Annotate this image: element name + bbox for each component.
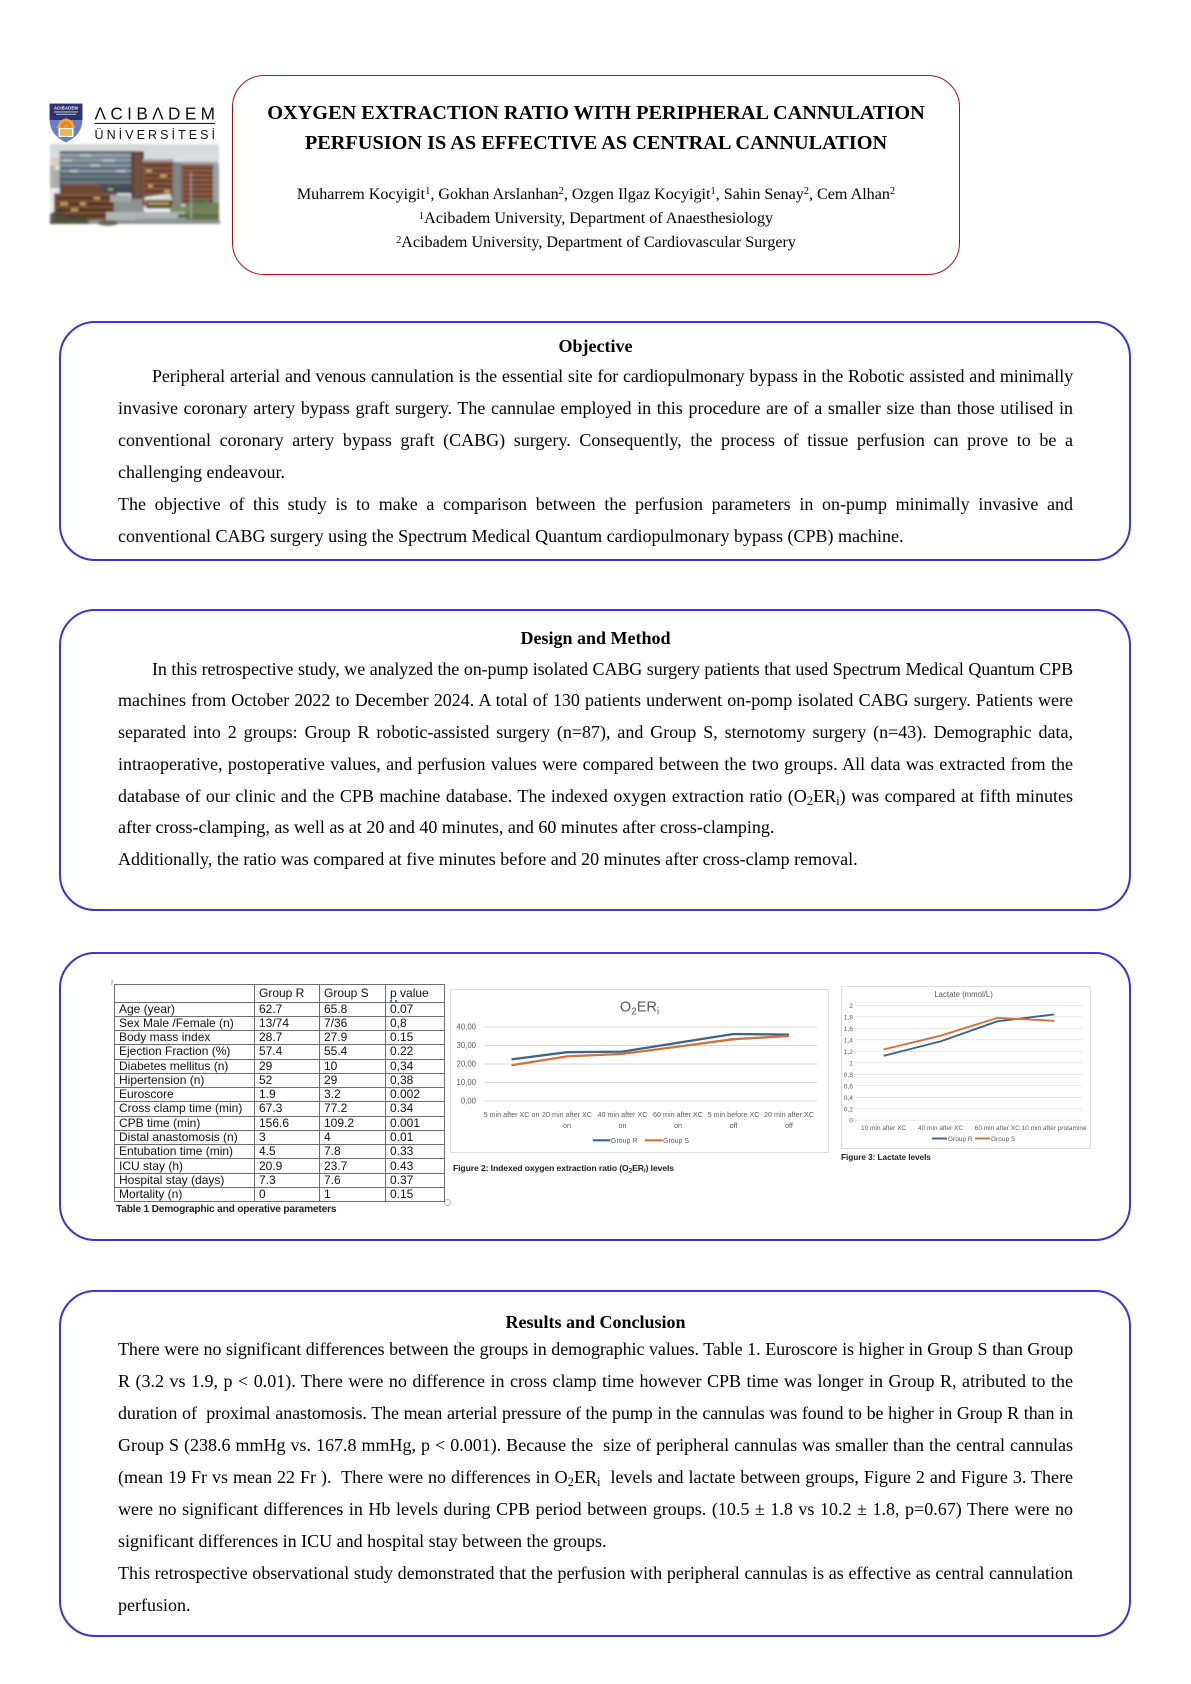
svg-text:ÜNİVERSİTESİ: ÜNİVERSİTESİ xyxy=(95,128,216,142)
svg-text:10 min after protamine: 10 min after protamine xyxy=(1022,1125,1087,1132)
svg-text:1: 1 xyxy=(849,1060,853,1067)
svg-text:0,8: 0,8 xyxy=(844,1072,854,1079)
svg-text:0,00: 0,00 xyxy=(461,1097,477,1106)
svg-text:ΛCIBΛDEM: ΛCIBΛDEM xyxy=(95,104,216,124)
svg-text:off: off xyxy=(730,1121,738,1130)
svg-text:on: on xyxy=(674,1121,682,1130)
svg-text:0: 0 xyxy=(849,1118,853,1125)
svg-text:5 min before XC: 5 min before XC xyxy=(708,1110,760,1119)
svg-text:1,8: 1,8 xyxy=(844,1014,854,1021)
svg-text:1,2: 1,2 xyxy=(844,1049,854,1056)
svg-text:30,00: 30,00 xyxy=(456,1041,476,1050)
svg-text:Group R: Group R xyxy=(948,1136,973,1143)
svg-text:off: off xyxy=(785,1121,793,1130)
svg-text:Group S: Group S xyxy=(663,1138,689,1145)
svg-text:10,00: 10,00 xyxy=(456,1078,476,1087)
svg-text:20 min after XC: 20 min after XC xyxy=(542,1110,592,1119)
svg-text:0,4: 0,4 xyxy=(844,1095,854,1102)
svg-text:60 min after XC: 60 min after XC xyxy=(975,1125,1020,1132)
svg-text:Group S: Group S xyxy=(991,1136,1016,1143)
svg-text:1,4: 1,4 xyxy=(844,1037,854,1044)
svg-text:1,6: 1,6 xyxy=(844,1026,854,1033)
svg-text:0,6: 0,6 xyxy=(844,1083,854,1090)
svg-text:20 min after XC: 20 min after XC xyxy=(764,1110,814,1119)
svg-text:on: on xyxy=(619,1121,627,1130)
svg-text:0,2: 0,2 xyxy=(844,1106,854,1113)
svg-text:40 min after XC: 40 min after XC xyxy=(598,1110,648,1119)
svg-text:10 min after XC: 10 min after XC xyxy=(861,1125,906,1132)
svg-text:60 min after XC: 60 min after XC xyxy=(653,1110,703,1119)
svg-text:5 min after XC on: 5 min after XC on xyxy=(484,1110,540,1119)
svg-text:40 min after XC: 40 min after XC xyxy=(918,1125,963,1132)
svg-text:20,00: 20,00 xyxy=(456,1060,476,1069)
svg-text:Group R: Group R xyxy=(611,1138,637,1145)
svg-text:Lactate (mmol/L): Lactate (mmol/L) xyxy=(934,990,993,999)
svg-text:O2ERi: O2ERi xyxy=(620,1000,659,1018)
svg-text:40,00: 40,00 xyxy=(456,1023,476,1032)
svg-text:ACIBADEM: ACIBADEM xyxy=(54,106,78,111)
svg-text:2: 2 xyxy=(849,1003,853,1010)
svg-text:on: on xyxy=(563,1121,571,1130)
